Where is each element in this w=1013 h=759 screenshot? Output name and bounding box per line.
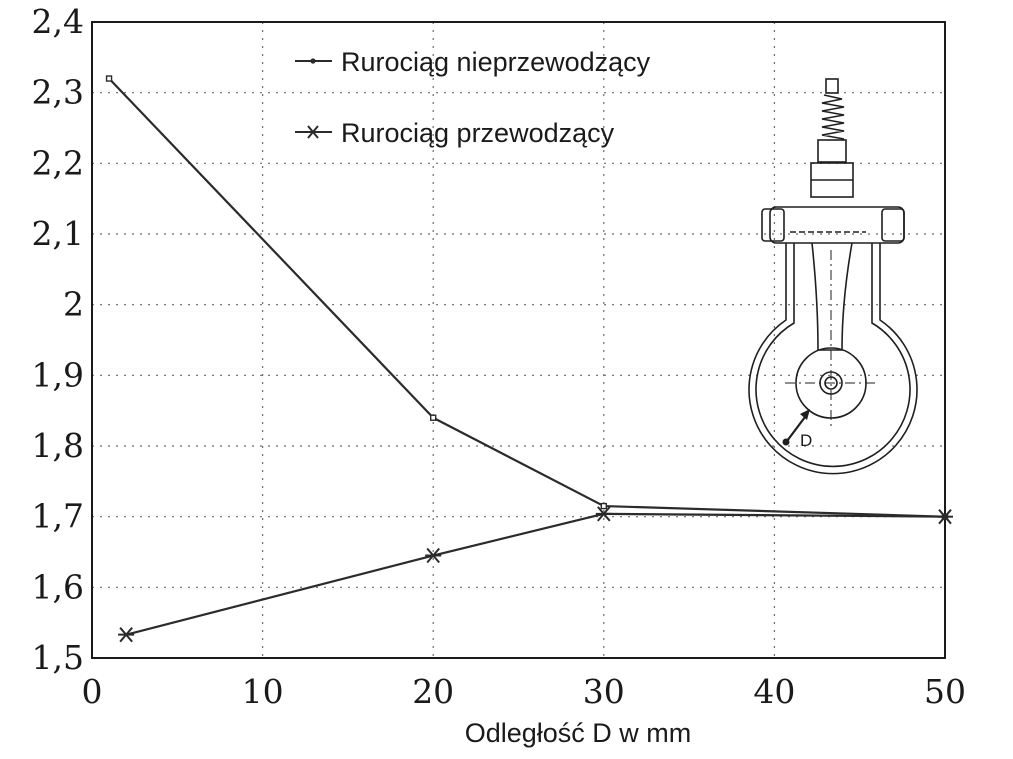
inset-flange-left [761,208,785,242]
inset-top-cap [825,78,839,94]
data-point-series-1 [105,75,113,82]
y-tick-label: 1,8 [32,426,84,465]
inset-arrow-head [800,409,810,420]
y-tick-label: 2 [63,285,84,324]
plot-frame [91,21,946,659]
inset-arrow-tail [782,438,790,446]
legend: Rurociąg nieprzewodzący Rurociąg przewod… [295,47,651,148]
y-tick-label: 2,3 [32,73,84,112]
x-tick-label: 10 [242,672,284,711]
y-tick-label: 1,9 [32,355,84,394]
x-tick-label: 20 [412,672,454,711]
x-tick-label: 0 [82,672,103,711]
legend-marker-series-2 [306,125,320,139]
inset-flange [769,206,905,244]
x-tick-label: 30 [583,672,625,711]
legend-label-series-1: Rurociąg nieprzewodzący [341,47,651,77]
inset-flange-right [881,208,905,242]
data-point-series-2 [595,506,612,522]
inset-label-d: D [800,431,812,450]
inset-pipe-outer [748,243,918,475]
x-axis-title: Odległość D w mm [465,718,692,748]
inset-nut-small [817,139,847,163]
data-point-series-1 [600,502,607,510]
data-point-series-2 [425,547,442,564]
x-tick-labels: 0 10 20 30 40 50 [82,672,967,711]
data-point-series-2 [937,509,953,525]
series-line-2 [125,512,946,636]
y-tick-label: 1,6 [32,567,84,606]
y-tick-labels: 1,5 1,6 1,7 1,8 1,9 2 2,1 2,2 2,3 2,4 [32,2,84,677]
inset-pipe-inner [755,243,911,468]
y-tick-label: 2,2 [32,143,84,182]
y-tick-label: 2,4 [32,2,84,41]
legend-label-series-2: Rurociąg przewodzący [341,118,615,148]
data-point-series-1 [430,414,437,421]
y-tick-label: 1,5 [32,638,84,677]
y-tick-label: 2,1 [32,214,84,253]
x-tick-label: 50 [924,672,966,711]
legend-marker-series-1 [310,58,316,64]
inset-spring [821,94,845,140]
x-tick-label: 40 [753,672,795,711]
inset-electrode-stem [811,242,853,351]
series-line-1 [108,77,946,518]
inset-drawing [748,78,918,475]
series-lines [105,75,953,643]
y-tick-label: 1,7 [32,497,84,536]
data-point-series-2 [118,627,135,643]
